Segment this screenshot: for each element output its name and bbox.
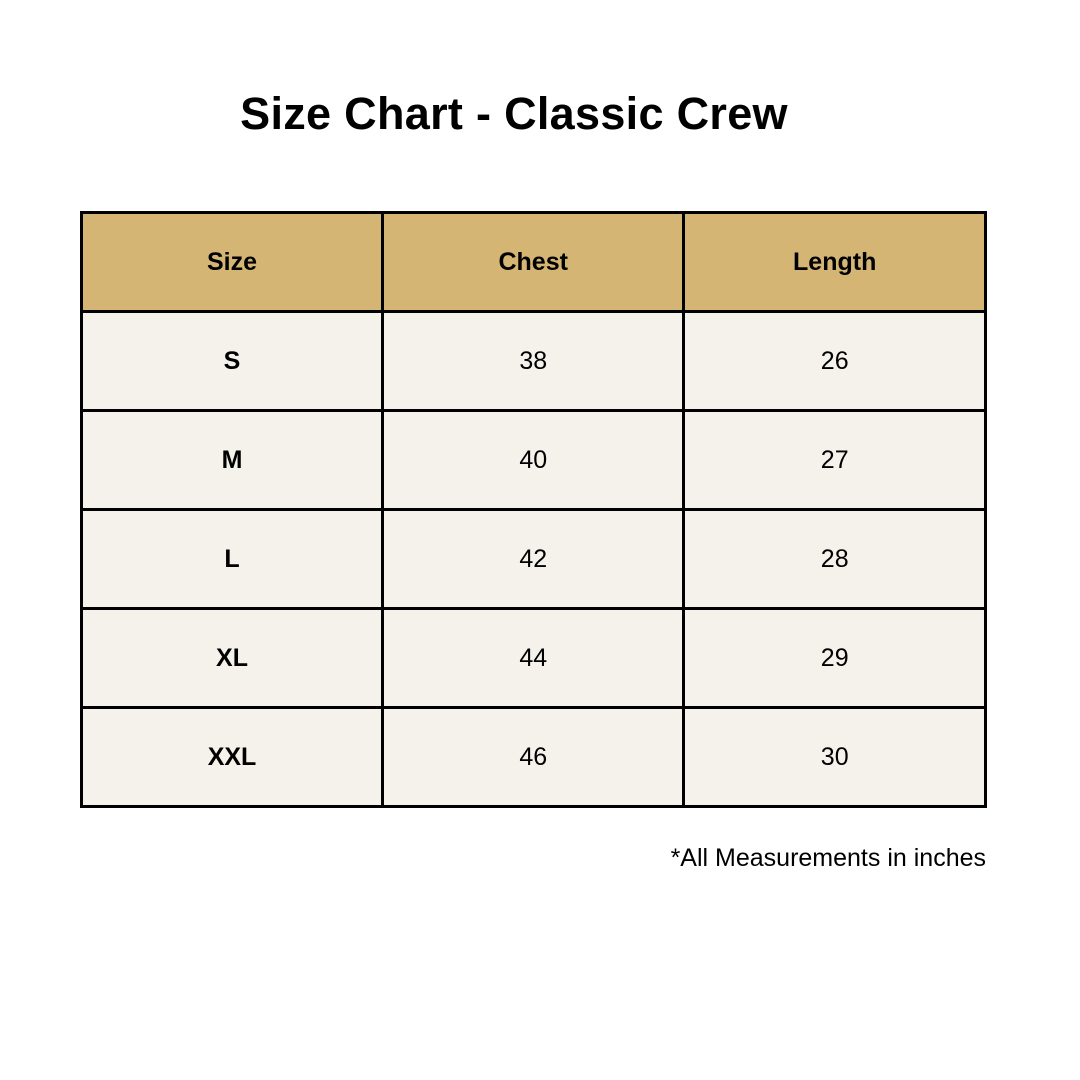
chest-cell: 46 [381,706,686,808]
header-length: Length [682,211,987,313]
chest-cell: 44 [381,607,686,709]
header-chest: Chest [381,211,686,313]
length-cell: 30 [682,706,987,808]
length-cell: 27 [682,409,987,511]
length-cell: 26 [682,310,987,412]
chest-cell: 42 [381,508,686,610]
table-header-row: Size Chest Length [79,211,987,313]
size-cell: XXL [79,706,385,808]
size-chart-table: Size Chest Length S 38 26 M 40 27 L 42 2… [79,211,987,808]
table-row: M 40 27 [79,409,987,511]
chest-cell: 40 [381,409,686,511]
length-cell: 28 [682,508,987,610]
table-row: XXL 46 30 [79,706,987,808]
length-cell: 29 [682,607,987,709]
measurement-note: *All Measurements in inches [670,844,986,872]
header-size: Size [79,211,385,313]
size-cell: L [79,508,385,610]
table-row: L 42 28 [79,508,987,610]
size-cell: S [79,310,385,412]
size-cell: M [79,409,385,511]
table-row: XL 44 29 [79,607,987,709]
page-title: Size Chart - Classic Crew [240,88,788,139]
size-cell: XL [79,607,385,709]
chest-cell: 38 [381,310,686,412]
table-row: S 38 26 [79,310,987,412]
